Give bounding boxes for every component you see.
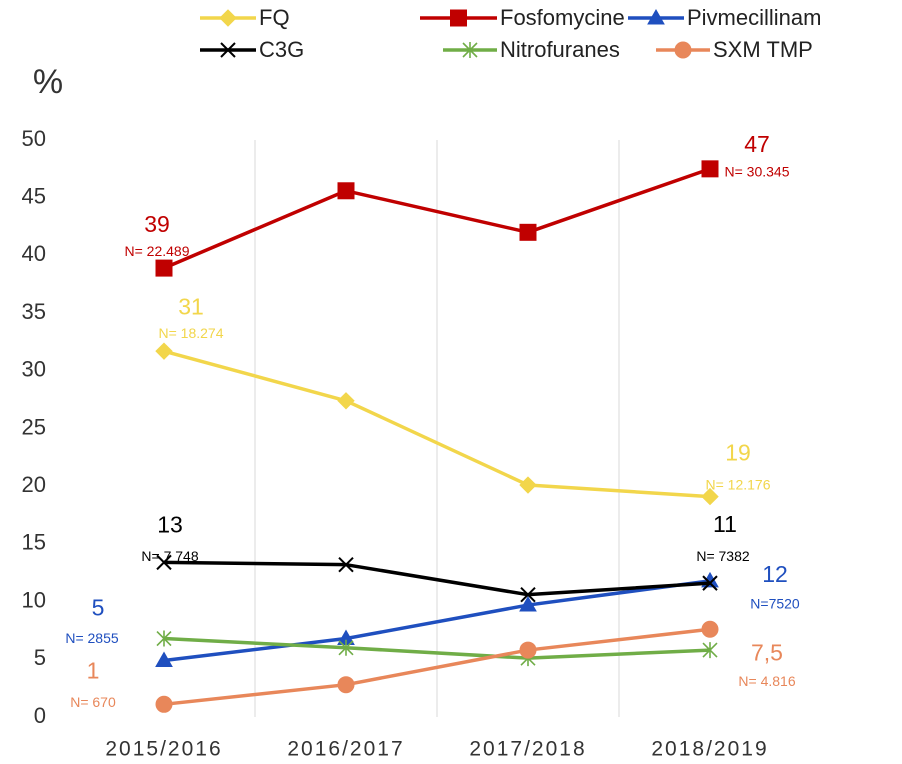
series-line [163, 167, 711, 270]
marker [674, 41, 692, 59]
n-label: N= 18.274 [159, 325, 224, 341]
value-label: 5 [92, 595, 105, 621]
series-line [163, 579, 711, 663]
marker [647, 8, 665, 25]
legend-label: FQ [259, 5, 290, 30]
n-label: N= 12.176 [706, 476, 771, 492]
y-tick-label: 35 [22, 299, 46, 324]
marker [155, 259, 173, 277]
x-tick-label: 2018/2019 [651, 738, 768, 761]
marker [702, 575, 718, 591]
marker [450, 9, 467, 27]
value-label: 1 [87, 657, 100, 683]
marker [338, 639, 354, 656]
y-tick-label: 15 [22, 530, 46, 555]
y-axis-label: % [33, 63, 63, 101]
marker [337, 676, 355, 694]
value-label: 39 [144, 211, 170, 237]
marker [520, 586, 536, 603]
legend-label: C3G [259, 37, 304, 62]
legend-label: SXM TMP [713, 37, 813, 62]
n-label: N= 7 748 [141, 548, 198, 564]
y-tick-label: 50 [22, 126, 46, 151]
y-tick-label: 0 [34, 703, 46, 728]
marker [337, 182, 355, 200]
legend-label: Pivmecillinam [687, 5, 821, 30]
marker [519, 476, 537, 494]
n-label: N= 4.816 [738, 673, 795, 689]
legend-label: Nitrofuranes [500, 37, 620, 62]
marker [462, 42, 478, 58]
marker [338, 556, 354, 573]
value-label: 13 [157, 511, 183, 537]
marker [519, 641, 537, 659]
y-tick-label: 25 [22, 414, 46, 439]
value-label: 7,5 [751, 639, 783, 665]
value-label: 12 [762, 561, 788, 587]
x-tick-label: 2017/2018 [469, 738, 586, 761]
marker [701, 160, 719, 178]
marker [701, 620, 719, 638]
marker [219, 9, 237, 27]
y-tick-label: 30 [22, 357, 46, 382]
marker [155, 651, 173, 667]
marker [701, 487, 719, 506]
n-label: N=7520 [750, 596, 800, 612]
y-tick-label: 20 [22, 472, 46, 497]
x-tick-label: 2016/2017 [287, 738, 404, 761]
n-label: N= 7382 [696, 548, 750, 564]
marker [519, 596, 537, 612]
marker [519, 223, 537, 241]
marker [155, 342, 173, 360]
marker [156, 554, 172, 571]
x-tick-label: 2015/2016 [105, 738, 222, 761]
n-label: N= 30.345 [725, 164, 790, 180]
value-label: 47 [744, 131, 770, 157]
legend-label: Fosfomycine [500, 5, 625, 30]
n-label: N= 2855 [65, 630, 119, 646]
value-label: 19 [725, 440, 751, 466]
series-line [163, 627, 711, 707]
marker [155, 695, 173, 713]
series-line [163, 636, 711, 660]
value-label: 31 [178, 293, 204, 319]
marker [220, 42, 236, 58]
n-label: N= 670 [70, 694, 116, 710]
y-tick-label: 5 [34, 645, 46, 670]
marker [156, 630, 172, 647]
marker [702, 642, 718, 659]
y-tick-label: 45 [22, 184, 46, 209]
y-tick-label: 40 [22, 241, 46, 266]
marker [337, 392, 355, 410]
value-label: 11 [713, 511, 737, 537]
series-line [163, 560, 711, 597]
y-tick-label: 10 [22, 587, 46, 612]
n-label: N= 22.489 [125, 243, 190, 259]
series-line [163, 349, 711, 499]
